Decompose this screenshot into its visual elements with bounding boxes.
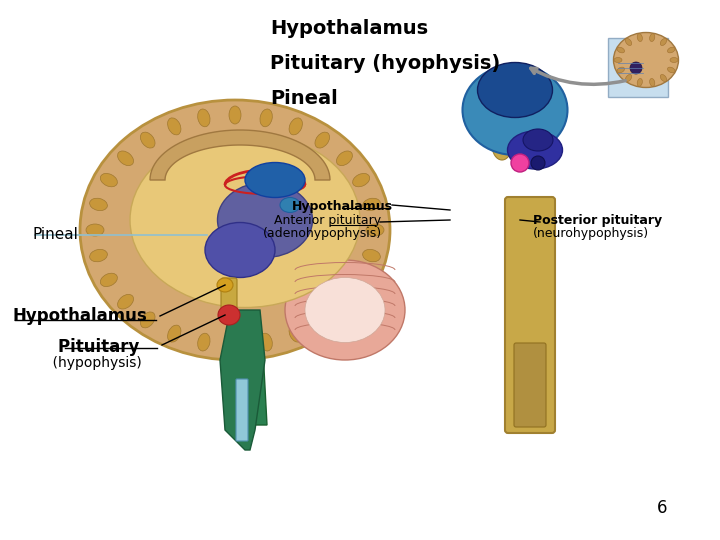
Ellipse shape	[649, 78, 654, 86]
Circle shape	[630, 62, 642, 74]
Text: Hypothalamus: Hypothalamus	[270, 19, 428, 38]
FancyBboxPatch shape	[236, 379, 248, 441]
Ellipse shape	[363, 198, 380, 211]
Ellipse shape	[229, 336, 241, 354]
Circle shape	[531, 156, 545, 170]
Ellipse shape	[523, 129, 553, 151]
Ellipse shape	[117, 294, 133, 309]
Ellipse shape	[492, 130, 512, 160]
Ellipse shape	[218, 305, 240, 325]
Circle shape	[511, 154, 529, 172]
Ellipse shape	[130, 132, 360, 307]
Ellipse shape	[89, 249, 107, 262]
Polygon shape	[231, 350, 267, 425]
Ellipse shape	[670, 57, 678, 63]
Ellipse shape	[462, 65, 567, 155]
Ellipse shape	[280, 198, 300, 213]
Ellipse shape	[245, 163, 305, 198]
Ellipse shape	[168, 118, 181, 135]
Ellipse shape	[353, 273, 369, 287]
Ellipse shape	[626, 75, 631, 82]
Ellipse shape	[86, 224, 104, 236]
Ellipse shape	[660, 38, 667, 45]
Ellipse shape	[363, 249, 380, 262]
Ellipse shape	[205, 222, 275, 278]
Ellipse shape	[198, 109, 210, 127]
Ellipse shape	[260, 333, 272, 351]
Ellipse shape	[336, 151, 352, 166]
Ellipse shape	[140, 132, 155, 148]
Text: Pituitary (hyophysis): Pituitary (hyophysis)	[270, 54, 500, 73]
Ellipse shape	[229, 106, 241, 124]
Ellipse shape	[617, 67, 624, 73]
Text: Anterior pituitary: Anterior pituitary	[274, 214, 382, 227]
Ellipse shape	[315, 132, 330, 148]
Ellipse shape	[508, 131, 562, 169]
Polygon shape	[150, 130, 330, 180]
Ellipse shape	[353, 173, 369, 187]
Ellipse shape	[477, 63, 552, 118]
Ellipse shape	[667, 47, 675, 53]
Text: Hypothalamus: Hypothalamus	[13, 307, 148, 325]
FancyBboxPatch shape	[514, 343, 546, 427]
Ellipse shape	[217, 183, 312, 258]
Ellipse shape	[617, 47, 624, 53]
Ellipse shape	[305, 278, 385, 342]
Ellipse shape	[336, 294, 352, 309]
Text: (hypophysis): (hypophysis)	[35, 356, 141, 370]
Text: Pineal: Pineal	[32, 227, 78, 242]
Text: (neurohypophysis): (neurohypophysis)	[533, 227, 649, 240]
Ellipse shape	[637, 33, 642, 42]
Ellipse shape	[168, 325, 181, 342]
Polygon shape	[220, 310, 265, 450]
Ellipse shape	[140, 312, 155, 328]
Ellipse shape	[614, 57, 622, 63]
Ellipse shape	[80, 100, 390, 360]
Ellipse shape	[100, 273, 117, 287]
Ellipse shape	[366, 224, 384, 236]
Text: (adenohypophysis): (adenohypophysis)	[263, 227, 382, 240]
Text: 6: 6	[657, 500, 667, 517]
Ellipse shape	[667, 67, 675, 73]
Ellipse shape	[117, 151, 133, 166]
Ellipse shape	[649, 33, 654, 42]
Text: Pituitary: Pituitary	[35, 338, 139, 356]
FancyBboxPatch shape	[608, 38, 668, 97]
Ellipse shape	[315, 312, 330, 328]
Ellipse shape	[285, 260, 405, 360]
Ellipse shape	[198, 333, 210, 351]
Text: Posterior pituitary: Posterior pituitary	[533, 214, 662, 227]
FancyBboxPatch shape	[505, 197, 555, 433]
Ellipse shape	[89, 198, 107, 211]
Ellipse shape	[626, 38, 631, 45]
Ellipse shape	[100, 173, 117, 187]
FancyBboxPatch shape	[221, 278, 237, 312]
Ellipse shape	[289, 118, 302, 135]
Ellipse shape	[260, 109, 272, 127]
Ellipse shape	[637, 78, 642, 86]
Ellipse shape	[217, 278, 233, 292]
Ellipse shape	[289, 325, 302, 342]
Ellipse shape	[660, 75, 667, 82]
Text: Pineal: Pineal	[270, 89, 338, 108]
Ellipse shape	[613, 32, 678, 87]
Text: Hypothalamus: Hypothalamus	[292, 200, 392, 213]
